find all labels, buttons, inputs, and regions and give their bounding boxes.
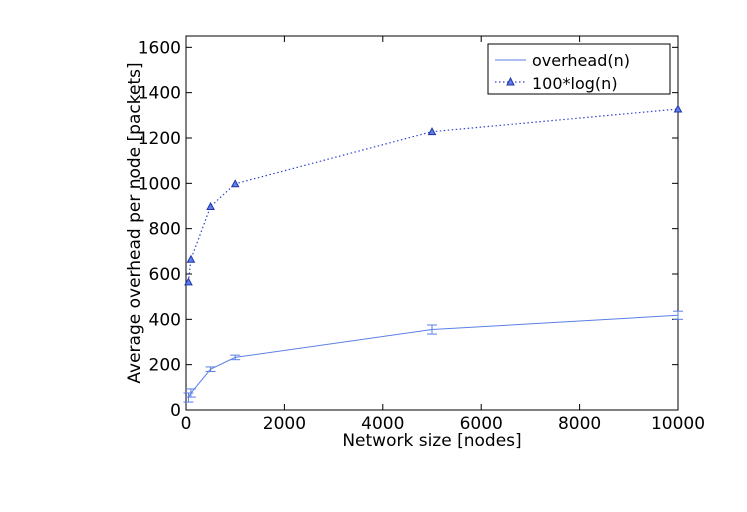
legend-label-log: 100*log(n) — [532, 74, 618, 93]
x-tick-label: 8000 — [558, 414, 601, 434]
y-tick-label: 800 — [149, 220, 181, 240]
y-tick-label: 200 — [149, 356, 181, 376]
data-point — [184, 277, 193, 286]
x-tick-label: 4000 — [361, 414, 404, 434]
data-point — [230, 179, 240, 188]
x-axis-label: Network size [nodes] — [342, 431, 521, 451]
series-line-1 — [187, 108, 679, 282]
x-tick-label: 10000 — [651, 414, 705, 434]
y-tick-label: 600 — [149, 265, 181, 285]
legend-label-overhead: overhead(n) — [532, 51, 630, 70]
y-tick-label: 1600 — [138, 38, 181, 58]
data-point — [673, 104, 683, 113]
x-tick-label: 6000 — [460, 414, 503, 434]
ticks: 0 2000 4000 6000 8000 10000 0 200 400 600 800 1000 1… — [138, 36, 705, 434]
x-tick-label: 2000 — [263, 414, 306, 434]
data-point — [206, 201, 215, 210]
data-point — [186, 254, 196, 263]
y-tick-label: 0 — [170, 401, 181, 421]
data-point — [427, 127, 437, 136]
x-tick-label: 0 — [181, 414, 192, 434]
y-tick-label: 1400 — [138, 84, 181, 104]
y-axis-label: Average overhead per node [packets] — [125, 62, 145, 383]
legend: overhead(n) 100*log(n) — [487, 43, 671, 95]
series-layer — [183, 104, 683, 403]
y-tick-label: 1000 — [138, 174, 181, 194]
legend-box — [487, 43, 671, 95]
legend-marker-log — [506, 76, 515, 86]
y-tick-label: 1200 — [138, 129, 181, 149]
plot-area — [185, 35, 679, 411]
y-tick-label: 400 — [149, 310, 181, 330]
